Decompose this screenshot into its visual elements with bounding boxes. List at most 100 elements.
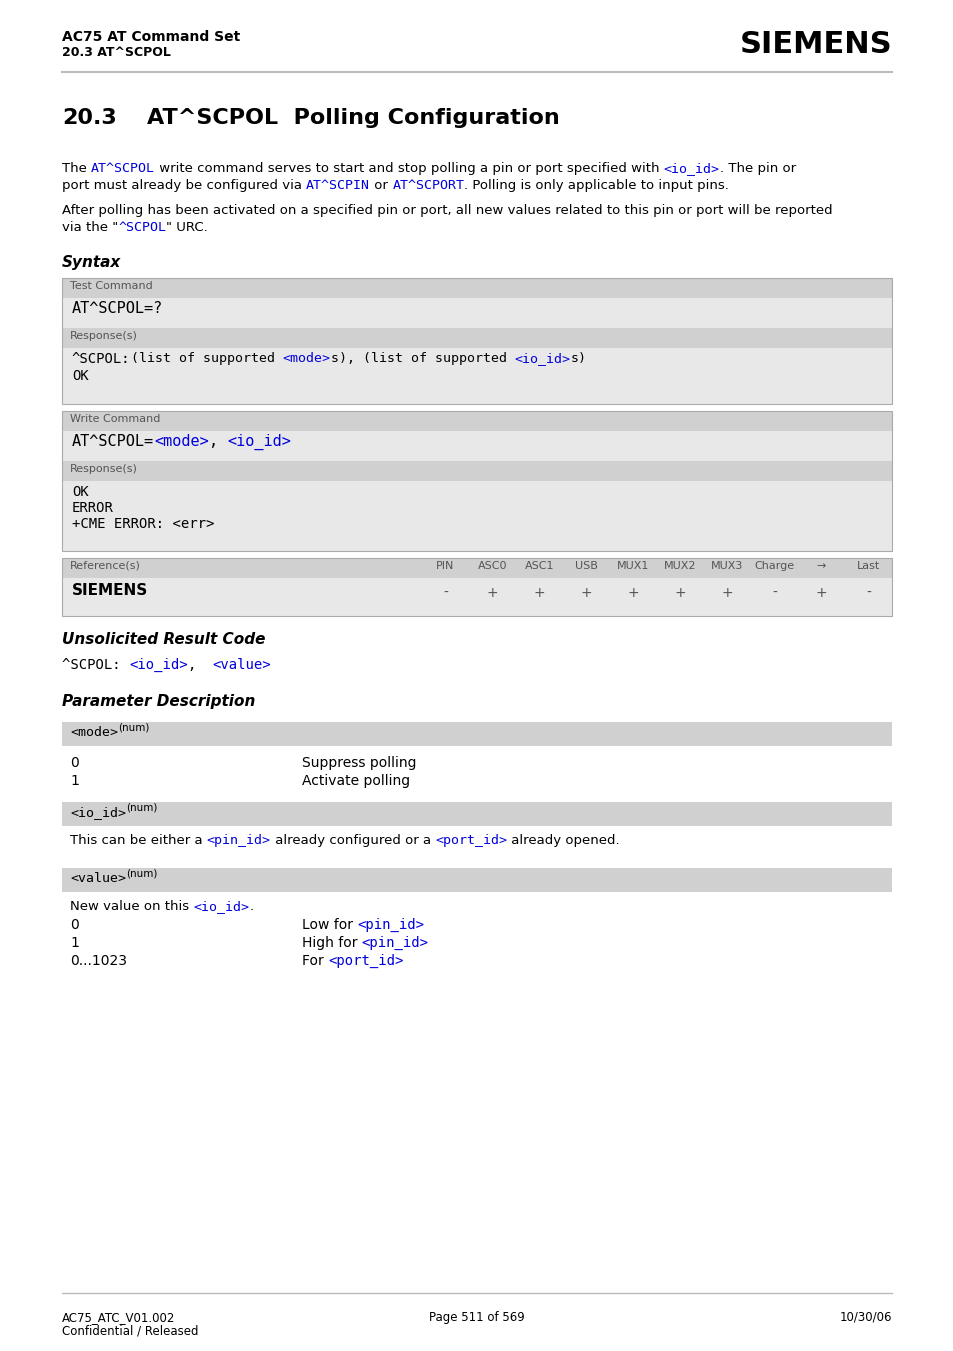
Text: <port_id>: <port_id> xyxy=(328,954,403,969)
Text: 0: 0 xyxy=(70,757,79,770)
Text: AT^SCPOL  Polling Configuration: AT^SCPOL Polling Configuration xyxy=(147,108,559,128)
Text: ,: , xyxy=(188,658,213,671)
Text: -: - xyxy=(865,586,870,600)
Text: AT^SCPOL=?: AT^SCPOL=? xyxy=(71,301,163,316)
Bar xyxy=(62,721,891,746)
Text: Suppress polling: Suppress polling xyxy=(302,757,416,770)
Text: <pin_id>: <pin_id> xyxy=(207,834,271,847)
Bar xyxy=(62,299,891,328)
Text: For: For xyxy=(302,954,328,969)
Text: Activate polling: Activate polling xyxy=(302,774,410,788)
Text: Unsolicited Result Code: Unsolicited Result Code xyxy=(62,632,265,647)
Text: AT^SCPORT: AT^SCPORT xyxy=(392,178,464,192)
Text: <mode>: <mode> xyxy=(154,434,209,449)
Bar xyxy=(62,411,891,431)
Text: SIEMENS: SIEMENS xyxy=(71,584,148,598)
Text: Page 511 of 569: Page 511 of 569 xyxy=(429,1310,524,1324)
Text: Write Command: Write Command xyxy=(70,413,160,424)
Text: <pin_id>: <pin_id> xyxy=(361,936,429,950)
Text: SIEMENS: SIEMENS xyxy=(739,30,891,59)
Text: 1: 1 xyxy=(70,936,79,950)
Text: +: + xyxy=(815,586,826,600)
Text: 1: 1 xyxy=(70,774,79,788)
Text: MUX2: MUX2 xyxy=(663,561,696,571)
Bar xyxy=(421,578,891,616)
Text: 0: 0 xyxy=(70,917,79,932)
Text: AC75 AT Command Set: AC75 AT Command Set xyxy=(62,30,240,45)
Text: The: The xyxy=(62,162,91,176)
Text: (num): (num) xyxy=(126,869,157,880)
Text: Reference(s): Reference(s) xyxy=(70,561,141,571)
Bar xyxy=(62,278,891,299)
Text: <io_id>: <io_id> xyxy=(514,353,570,365)
Text: .: . xyxy=(249,900,253,913)
Text: ASC0: ASC0 xyxy=(477,561,507,571)
Text: +: + xyxy=(627,586,639,600)
Text: ^SCPOL: ^SCPOL xyxy=(118,222,166,234)
Text: -: - xyxy=(442,586,448,600)
Text: +: + xyxy=(720,586,733,600)
Text: 10/30/06: 10/30/06 xyxy=(839,1310,891,1324)
Text: MUX3: MUX3 xyxy=(711,561,743,571)
Text: Confidential / Released: Confidential / Released xyxy=(62,1325,198,1337)
Text: Response(s): Response(s) xyxy=(70,331,138,340)
Text: OK: OK xyxy=(71,485,89,499)
Text: ASC1: ASC1 xyxy=(524,561,554,571)
Text: <io_id>: <io_id> xyxy=(227,434,291,450)
Text: <mode>: <mode> xyxy=(282,353,331,365)
Text: <pin_id>: <pin_id> xyxy=(357,917,424,932)
Text: ERROR: ERROR xyxy=(71,501,113,515)
Text: <value>: <value> xyxy=(213,658,271,671)
Text: . Polling is only applicable to input pins.: . Polling is only applicable to input pi… xyxy=(464,178,728,192)
Text: already configured or a: already configured or a xyxy=(271,834,435,847)
Text: <io_id>: <io_id> xyxy=(70,807,126,819)
Text: AT^SCPOL: AT^SCPOL xyxy=(91,162,155,176)
Text: s), (list of supported: s), (list of supported xyxy=(331,353,514,365)
Text: <io_id>: <io_id> xyxy=(129,658,188,673)
Text: -: - xyxy=(771,586,776,600)
Bar xyxy=(62,558,891,616)
Bar xyxy=(421,558,891,578)
Text: This can be either a: This can be either a xyxy=(70,834,207,847)
Text: <value>: <value> xyxy=(70,871,126,885)
Text: already opened.: already opened. xyxy=(507,834,619,847)
Text: New value on this: New value on this xyxy=(70,900,193,913)
Text: write command serves to start and stop polling a pin or port specified with: write command serves to start and stop p… xyxy=(155,162,663,176)
Text: MUX1: MUX1 xyxy=(617,561,649,571)
Text: 20.3 AT^SCPOL: 20.3 AT^SCPOL xyxy=(62,46,171,59)
Text: <port_id>: <port_id> xyxy=(435,834,507,847)
Text: Response(s): Response(s) xyxy=(70,463,138,474)
Text: port must already be configured via: port must already be configured via xyxy=(62,178,306,192)
Text: via the ": via the " xyxy=(62,222,118,234)
Text: After polling has been activated on a specified pin or port, all new values rela: After polling has been activated on a sp… xyxy=(62,204,832,218)
Text: Syntax: Syntax xyxy=(62,255,121,270)
Text: <io_id>: <io_id> xyxy=(193,900,249,913)
Bar xyxy=(62,558,421,578)
Text: Charge: Charge xyxy=(754,561,794,571)
Text: →: → xyxy=(816,561,825,571)
Text: " URC.: " URC. xyxy=(166,222,208,234)
Text: +: + xyxy=(674,586,685,600)
Bar xyxy=(62,578,421,616)
Bar xyxy=(62,802,891,825)
Text: ,: , xyxy=(209,434,227,449)
Text: +: + xyxy=(486,586,497,600)
Bar xyxy=(62,278,891,404)
Bar xyxy=(62,481,891,551)
Bar xyxy=(62,411,891,551)
Text: ^SCPOL:: ^SCPOL: xyxy=(62,658,129,671)
Text: AC75_ATC_V01.002: AC75_ATC_V01.002 xyxy=(62,1310,175,1324)
Text: OK: OK xyxy=(71,369,89,382)
Text: +: + xyxy=(533,586,545,600)
Text: USB: USB xyxy=(575,561,598,571)
Text: <mode>: <mode> xyxy=(70,725,118,739)
Text: Low for: Low for xyxy=(302,917,357,932)
Bar xyxy=(62,431,891,461)
Text: +CME ERROR: <err>: +CME ERROR: <err> xyxy=(71,517,214,531)
Text: (num): (num) xyxy=(118,723,150,734)
Text: Parameter Description: Parameter Description xyxy=(62,694,255,709)
Text: or: or xyxy=(370,178,392,192)
Text: . The pin or: . The pin or xyxy=(720,162,795,176)
Text: s): s) xyxy=(570,353,586,365)
Text: <io_id>: <io_id> xyxy=(663,162,720,176)
